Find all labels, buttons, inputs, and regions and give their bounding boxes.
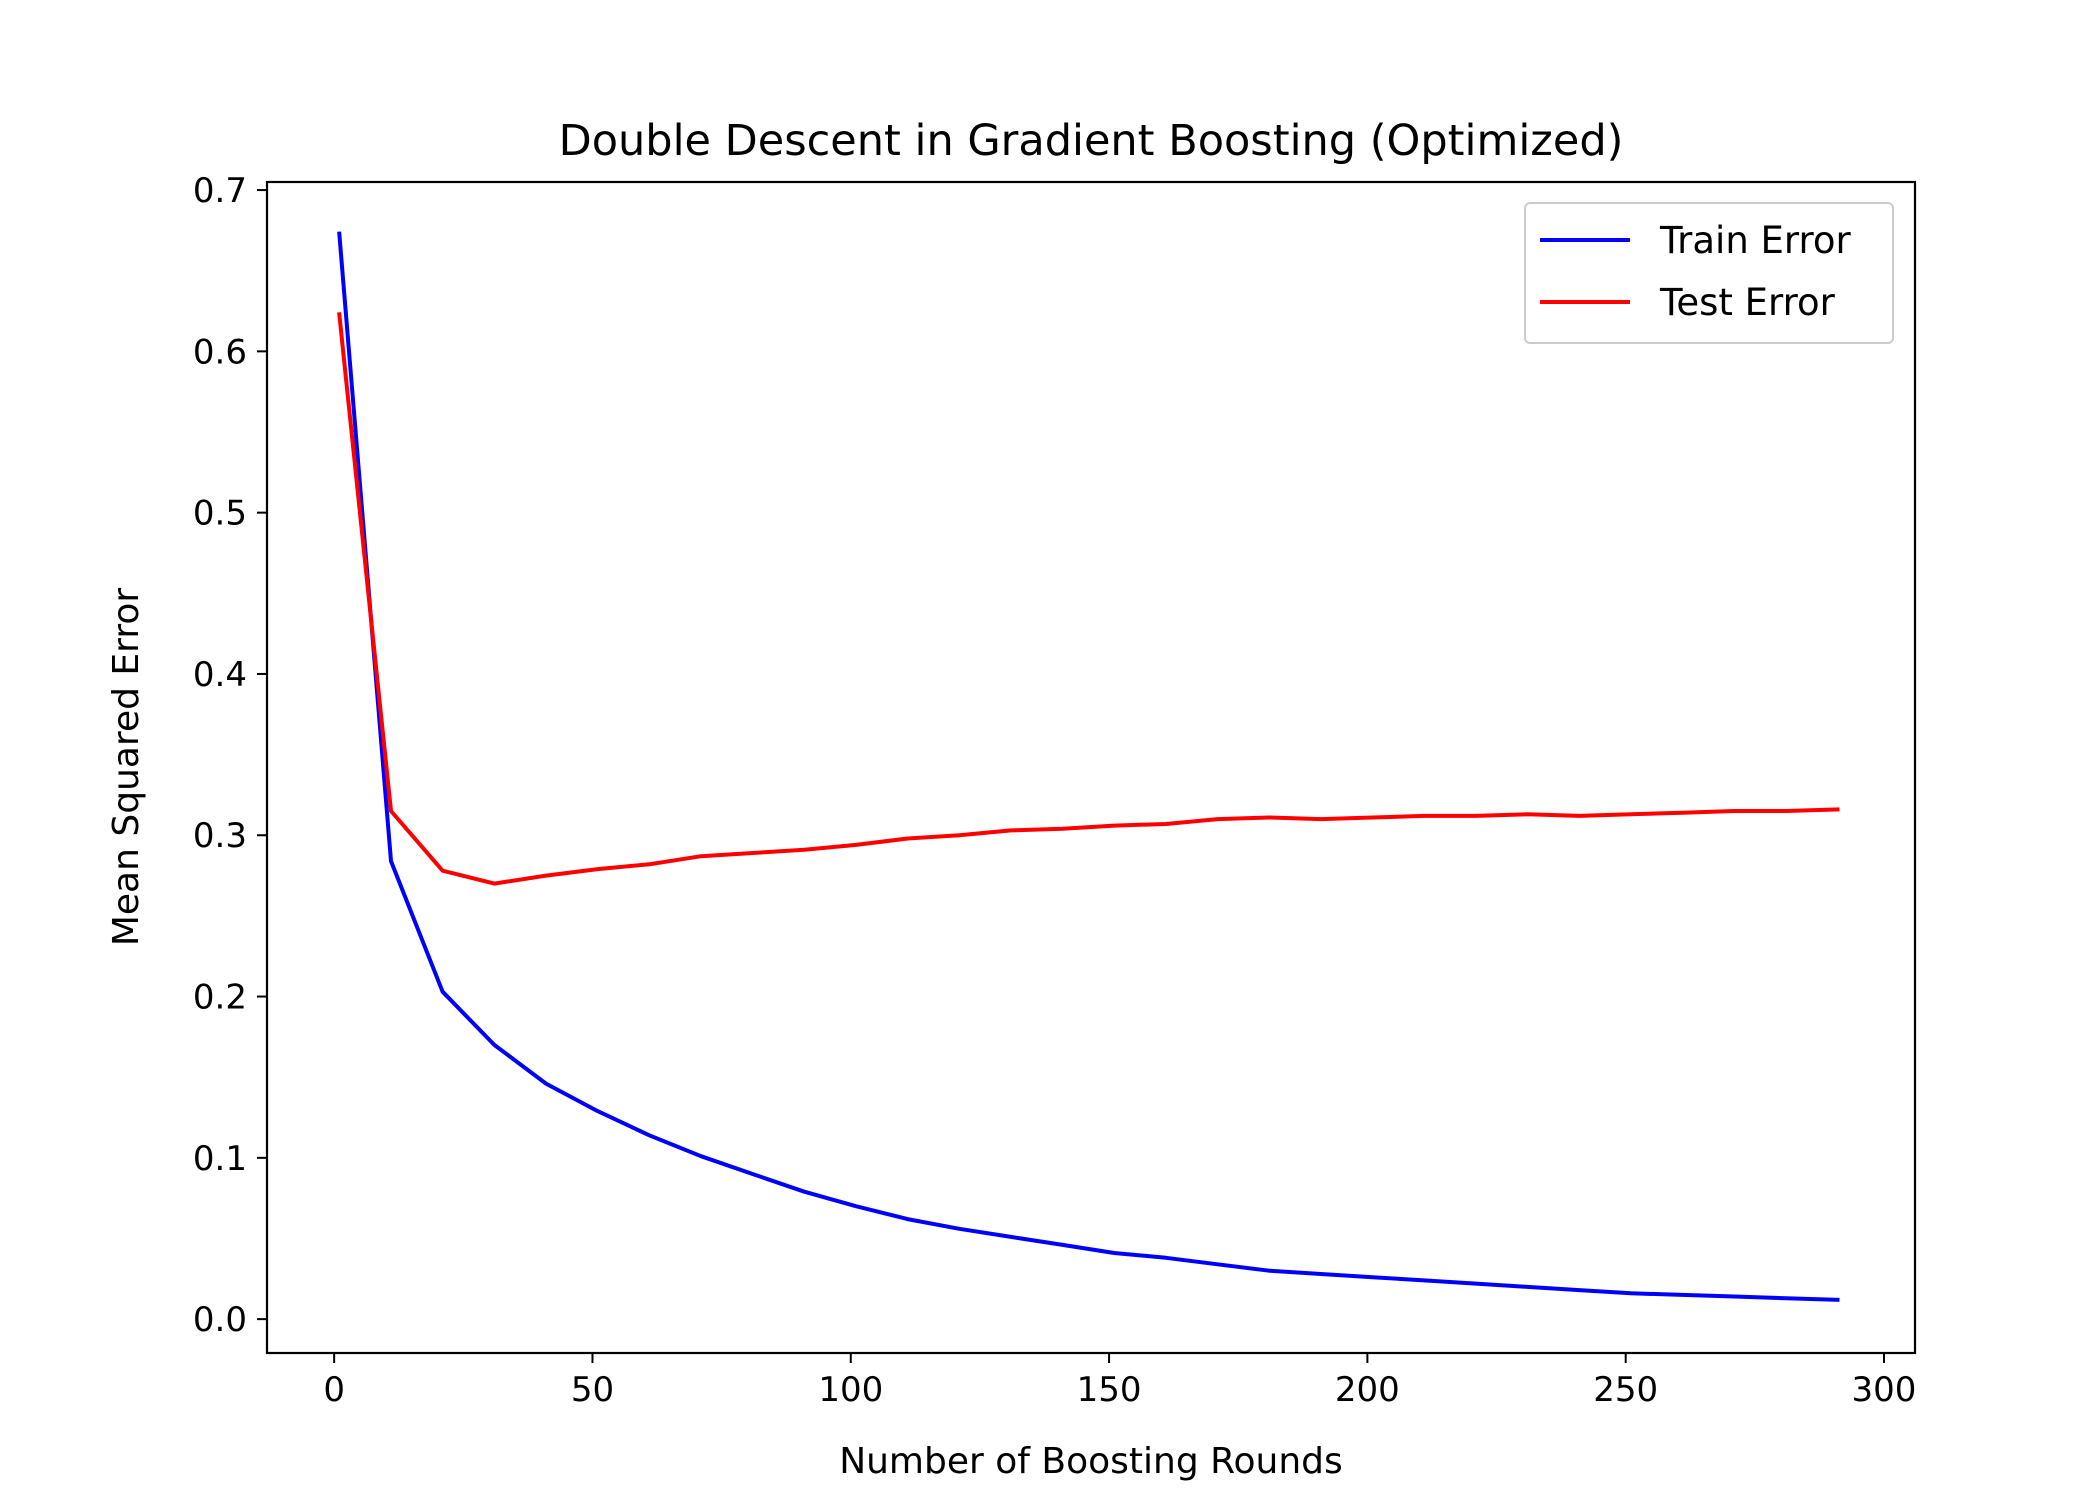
y-tick-label: 0.6	[193, 332, 247, 372]
x-axis-label: Number of Boosting Rounds	[839, 1441, 1343, 1482]
x-tick-label: 150	[1077, 1370, 1142, 1410]
plot-area-frame	[265, 180, 1917, 1355]
y-axis-label: Mean Squared Error	[106, 588, 147, 947]
x-axis: 0 50 100 150 200 250 300	[323, 1353, 1916, 1410]
series-layer	[337, 231, 1840, 1302]
y-tick-label: 0.0	[193, 1300, 247, 1340]
y-tick-label: 0.2	[193, 978, 247, 1018]
chart-title: Double Descent in Gradient Boosting (Opt…	[559, 116, 1624, 166]
legend-label-train-error: Train Error	[1659, 219, 1852, 262]
y-tick-label: 0.4	[193, 655, 247, 695]
y-axis: 0.0 0.1 0.2 0.3 0.4 0.5 0.6 0.7	[193, 171, 267, 1340]
x-tick-label: 0	[323, 1370, 345, 1410]
x-tick-label: 200	[1335, 1370, 1400, 1410]
series-line-test-error	[337, 312, 1840, 886]
x-tick-label: 100	[818, 1370, 883, 1410]
x-tick-label: 250	[1593, 1370, 1658, 1410]
legend: Train Error Test Error	[1524, 202, 1894, 344]
x-tick-label: 50	[571, 1370, 614, 1410]
x-tick-label: 300	[1852, 1370, 1917, 1410]
y-tick-label: 0.1	[193, 1139, 247, 1179]
y-tick-label: 0.7	[193, 171, 247, 211]
legend-label-test-error: Test Error	[1659, 281, 1836, 324]
y-tick-label: 0.3	[193, 816, 247, 856]
series-line-train-error	[337, 231, 1840, 1302]
y-tick-label: 0.5	[193, 494, 247, 534]
